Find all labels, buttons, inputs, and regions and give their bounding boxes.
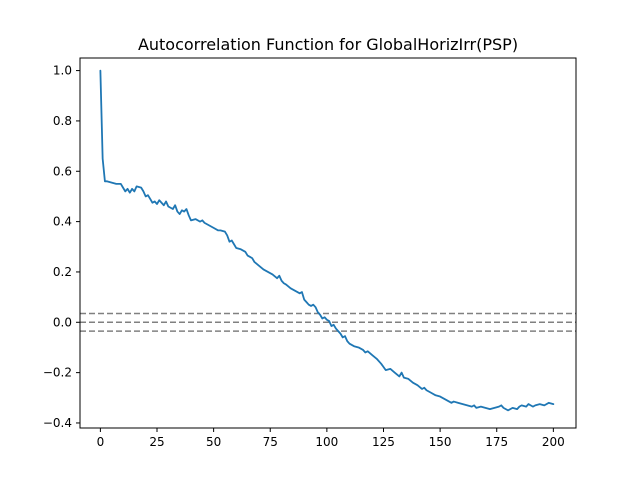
x-tick-label-4: 100: [315, 435, 338, 449]
x-tick-label-6: 150: [429, 435, 452, 449]
y-axis: −0.4 −0.2 0.0 0.2 0.4 0.6 0.8 1.0: [43, 64, 80, 430]
x-tick-label-2: 50: [206, 435, 221, 449]
y-tick-label-3: 0.2: [53, 265, 72, 279]
x-axis: 0 25 50 75 100 125 150 175 200: [97, 428, 565, 449]
x-tick-label-1: 25: [149, 435, 164, 449]
axes-frame: [79, 57, 577, 429]
series-group: [99, 69, 555, 412]
x-tick-label-5: 125: [372, 435, 395, 449]
y-tick-label-4: 0.4: [53, 215, 72, 229]
x-tick-label-0: 0: [97, 435, 105, 449]
y-tick-label-5: 0.6: [53, 164, 72, 178]
y-tick-label-1: −0.2: [43, 366, 72, 380]
y-tick-label-6: 0.8: [53, 114, 72, 128]
x-tick-label-3: 75: [263, 435, 278, 449]
y-tick-label-2: 0.0: [53, 315, 72, 329]
x-tick-label-8: 200: [542, 435, 565, 449]
series-line-0: [99, 69, 555, 412]
x-tick-label-7: 175: [485, 435, 508, 449]
y-tick-label-7: 1.0: [53, 64, 72, 78]
y-tick-label-0: −0.4: [43, 416, 72, 430]
chart-title: Autocorrelation Function for GlobalHoriz…: [138, 35, 518, 54]
reference-lines: [80, 312, 576, 332]
